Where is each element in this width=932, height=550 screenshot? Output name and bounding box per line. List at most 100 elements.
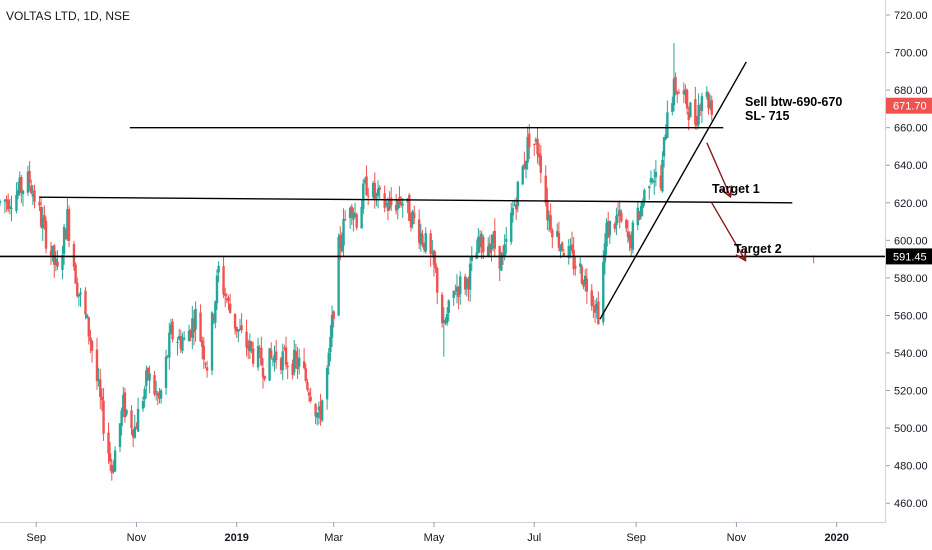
candle [526,126,529,170]
candle [505,226,508,255]
candle [694,86,697,130]
candle [639,201,643,220]
candle [413,205,416,225]
candle [440,292,444,328]
candle [53,244,56,278]
candle [166,354,169,359]
candle [352,207,355,232]
candle [551,227,554,249]
candle [705,86,709,100]
candle [360,199,363,229]
last-price-label: 671.70 [893,101,927,113]
arrow-to-target-1[interactable] [706,142,730,196]
candle [654,159,658,187]
time-axis[interactable]: Sep Nov 2019 Mar May Jul Sep Nov 2020 [0,522,886,544]
candle [498,245,501,282]
candle [77,294,81,307]
candle [273,345,276,372]
candle [90,339,94,363]
candle [401,197,404,218]
candle [95,337,99,390]
candle [363,176,367,185]
candle [79,287,82,307]
candle [562,249,566,257]
candle [133,414,136,440]
candle [210,311,214,376]
candle [320,399,324,423]
x-tick-label: 2020 [824,532,848,544]
candles-group [0,43,815,481]
candle [376,180,380,209]
candle [547,210,551,232]
candle [465,276,469,297]
candle [192,309,196,346]
candle [235,326,238,338]
candle [560,241,564,253]
candle [605,218,608,255]
candle [39,197,43,229]
candle [136,397,140,432]
candle [707,91,710,115]
candle [15,182,18,214]
candle [390,187,393,211]
candle [191,305,194,350]
candle [179,329,183,353]
candle [431,239,434,256]
candle [7,193,10,213]
candle [618,200,621,229]
candle [43,205,46,230]
candle [187,324,191,342]
candle [626,220,630,244]
candle [595,297,598,319]
candle [97,367,100,387]
candle [536,127,539,164]
candle [651,178,654,184]
candle [539,145,543,184]
candle [199,304,202,343]
candle [202,337,206,369]
candle [583,269,587,292]
candle [31,184,35,206]
x-tick-label: Sep [626,532,646,544]
candle [302,348,306,370]
candle [66,198,69,241]
x-tick-label: 2019 [224,532,248,544]
candle [677,89,681,94]
candle [291,359,294,380]
price-axis[interactable]: 460.00 480.00 500.00 520.00 540.00 560.00 580.… [885,0,932,522]
candle [258,344,261,359]
candle [28,161,31,192]
candle [223,287,227,308]
candle [616,202,620,224]
candle [30,179,33,195]
candle [630,231,633,256]
candle [44,216,48,254]
candle [569,238,572,259]
y-tick-label: 620.00 [894,198,928,210]
level-price-label: 591.45 [893,251,927,263]
candle [348,206,352,229]
candle [367,187,370,206]
x-ticks: Sep Nov 2019 Mar May Jul Sep Nov 2020 [26,522,849,544]
x-tick-label: Mar [324,532,343,544]
candle [482,235,485,260]
y-tick-label: 600.00 [894,235,928,247]
trend-line[interactable] [599,61,747,320]
candle [648,185,651,200]
y-tick-label: 660.00 [894,123,928,135]
annotation-sell: Sell btw-690-670 [745,95,842,109]
candle [452,290,455,306]
arrow-to-target-2[interactable] [711,202,745,259]
candle [3,198,7,214]
candle [419,223,423,252]
candle [386,197,390,221]
candle [487,237,490,257]
candle [329,325,332,362]
candle [388,191,391,211]
candle [631,219,635,254]
candle [350,204,353,225]
candle [590,284,593,311]
candle [171,318,174,343]
